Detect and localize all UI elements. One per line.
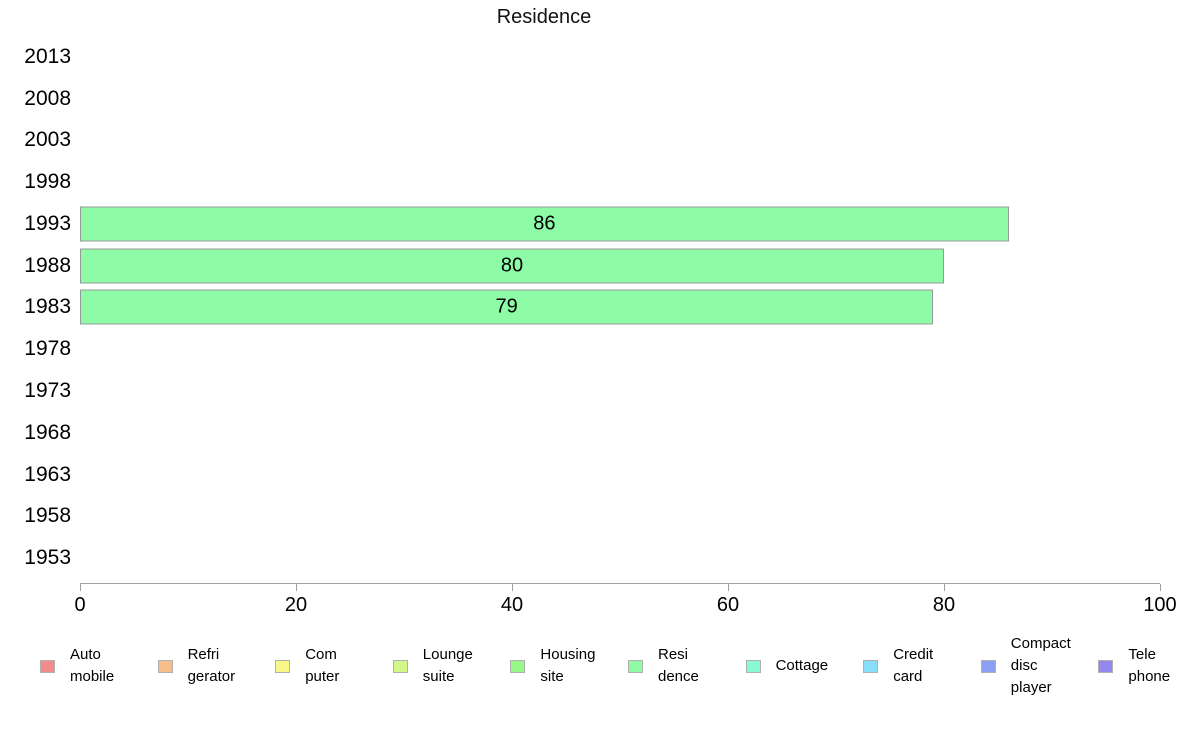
legend-item: Credit card: [863, 644, 933, 688]
bar-value-label: 86: [533, 212, 556, 235]
legend-label: Auto mobile: [70, 646, 115, 685]
y-axis-label: 1958: [24, 504, 71, 528]
legend-label: Compact disc player: [1010, 635, 1071, 696]
chart-row: 1998: [0, 161, 1188, 203]
legend-label: Refri gerator: [187, 646, 236, 685]
x-axis-tick: [79, 584, 81, 591]
legend-label: Lounge suite: [422, 646, 473, 685]
x-axis-tick-label: 60: [716, 594, 740, 616]
chart-row: 1968: [0, 412, 1188, 454]
chart-row: 1953: [0, 537, 1188, 579]
y-axis-label: 1988: [24, 253, 71, 277]
y-axis-label: 2008: [24, 86, 71, 110]
legend-label: Cottage: [775, 657, 829, 674]
x-axis-tick-label: 80: [932, 594, 956, 616]
y-axis-label: 1993: [24, 211, 71, 235]
chart-row: 2003: [0, 120, 1188, 162]
y-axis-label: 1953: [24, 546, 71, 570]
y-axis-label: 2013: [24, 44, 71, 68]
legend-item: Resi dence: [628, 644, 699, 688]
y-axis-label: 2003: [24, 128, 71, 152]
legend-swatch: [745, 659, 761, 673]
bar: 80: [80, 248, 944, 284]
legend-label: Com puter: [305, 646, 340, 685]
legend-item: Auto mobile: [40, 644, 114, 688]
legend-swatch: [980, 659, 996, 673]
y-axis-label: 1963: [24, 462, 71, 486]
legend-label: Resi dence: [658, 646, 699, 685]
bar: 79: [80, 289, 934, 325]
legend-item: Com puter: [275, 644, 339, 688]
legend-item: Refri gerator: [157, 644, 236, 688]
legend-item: Tele phone: [1098, 644, 1170, 688]
chart-row: 2013: [0, 36, 1188, 78]
chart-row: 1978: [0, 328, 1188, 370]
legend-item: Cottage: [745, 655, 829, 677]
x-axis: 0 20 40 60 80 100: [74, 583, 1177, 624]
legend-swatch: [863, 659, 879, 673]
legend-swatch: [392, 659, 408, 673]
chart-row: 1963: [0, 454, 1188, 496]
chart-row: 1983 79: [0, 287, 1188, 329]
legend-swatch: [40, 659, 55, 673]
x-axis-tick-label: 0: [74, 594, 86, 616]
y-axis-label: 1978: [24, 337, 71, 361]
chart-row: 1973: [0, 370, 1188, 412]
x-axis-tick: [295, 584, 297, 591]
legend-swatch: [628, 659, 643, 673]
x-axis-tick: [727, 584, 729, 591]
legend-label: Tele phone: [1128, 646, 1171, 685]
legend-swatch: [157, 659, 173, 673]
chart-row: 2008: [0, 78, 1188, 120]
x-axis-tick-label: 40: [500, 594, 524, 616]
chart-title: Residence: [496, 6, 592, 28]
legend-swatch: [275, 659, 291, 673]
plot-area: 2013 2008 2003 1998 1993 86 1988 80 1983 79 1978 19…: [0, 36, 1188, 579]
chart-row: 1993 86: [0, 203, 1188, 245]
x-axis-tick-label: 20: [284, 594, 308, 616]
chart-row: 1988 80: [0, 245, 1188, 287]
legend-item: Compact disc player: [980, 633, 1071, 699]
y-axis-label: 1973: [24, 379, 71, 402]
x-axis-tick-label: 100: [1143, 594, 1177, 616]
chart-row: 1958: [0, 495, 1188, 537]
y-axis-label: 1998: [24, 170, 71, 194]
bar-value-label: 79: [495, 295, 518, 318]
x-axis-tick: [943, 584, 945, 591]
legend-item: Housing site: [510, 644, 595, 688]
legend-label: Housing site: [540, 646, 596, 685]
bar: 86: [80, 206, 1009, 242]
y-axis-label: 1968: [24, 420, 71, 444]
x-axis-tick: [511, 584, 513, 591]
y-axis-label: 1983: [24, 295, 71, 319]
legend-item: Lounge suite: [392, 644, 473, 688]
legend-label: Credit card: [893, 646, 934, 685]
x-axis-tick: [1159, 584, 1161, 591]
legend-swatch: [510, 659, 526, 673]
bar-value-label: 80: [500, 254, 524, 277]
legend-swatch: [1098, 659, 1114, 673]
